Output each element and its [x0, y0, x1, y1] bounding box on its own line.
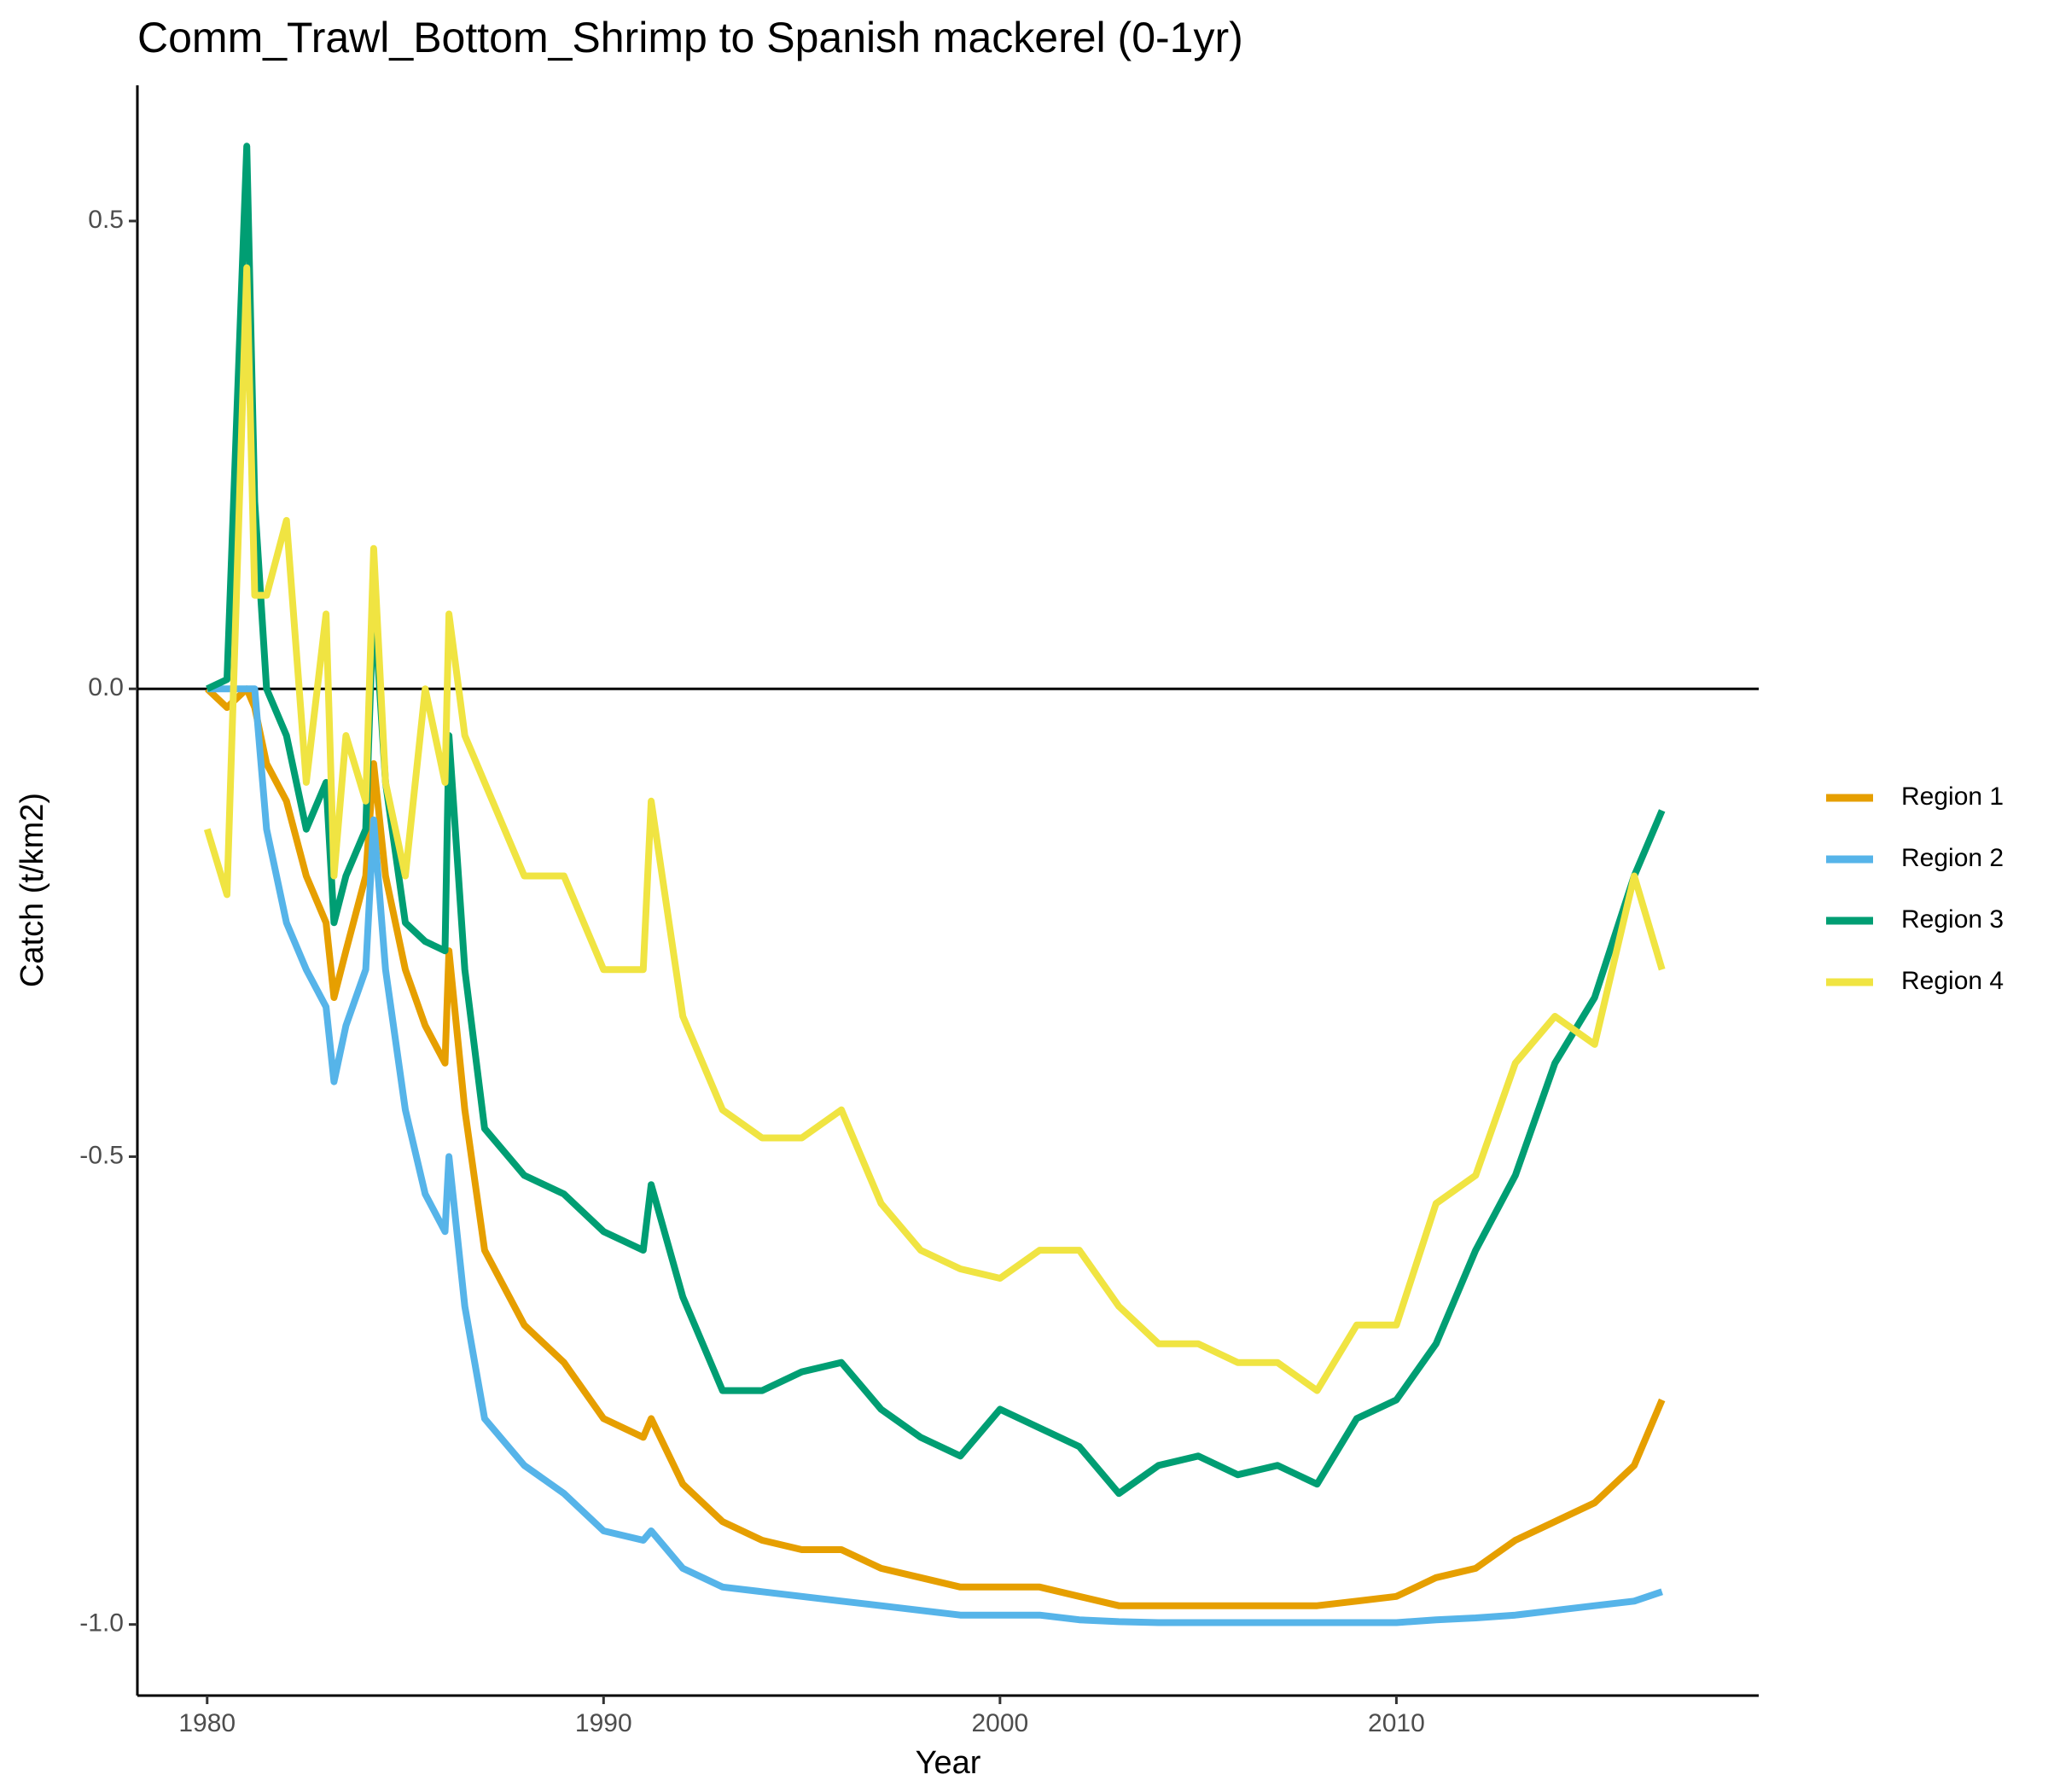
y-tick-label: 0.5 — [88, 206, 124, 234]
legend-label: Region 4 — [1901, 967, 2004, 995]
legend-label: Region 3 — [1901, 905, 2004, 934]
legend-label: Region 1 — [1901, 783, 2004, 811]
x-tick-label: 2000 — [971, 1709, 1028, 1737]
y-tick-label: 0.0 — [88, 673, 124, 701]
legend-label: Region 2 — [1901, 844, 2004, 872]
y-tick-label: -1.0 — [79, 1609, 124, 1638]
x-tick-label: 1990 — [575, 1709, 632, 1737]
series-line — [205, 685, 1666, 1609]
series-line — [203, 264, 1666, 1394]
x-tick-label: 1980 — [178, 1709, 236, 1737]
y-tick-label: -0.5 — [79, 1141, 124, 1169]
series-line — [206, 143, 1666, 1498]
series-line — [207, 685, 1663, 1626]
x-axis-title: Year — [916, 1745, 981, 1781]
chart-title: Comm_Trawl_Bottom_Shrimp to Spanish mack… — [137, 14, 1243, 61]
y-axis-title: Catch (t/km2) — [15, 793, 50, 987]
x-tick-label: 2010 — [1368, 1709, 1425, 1737]
